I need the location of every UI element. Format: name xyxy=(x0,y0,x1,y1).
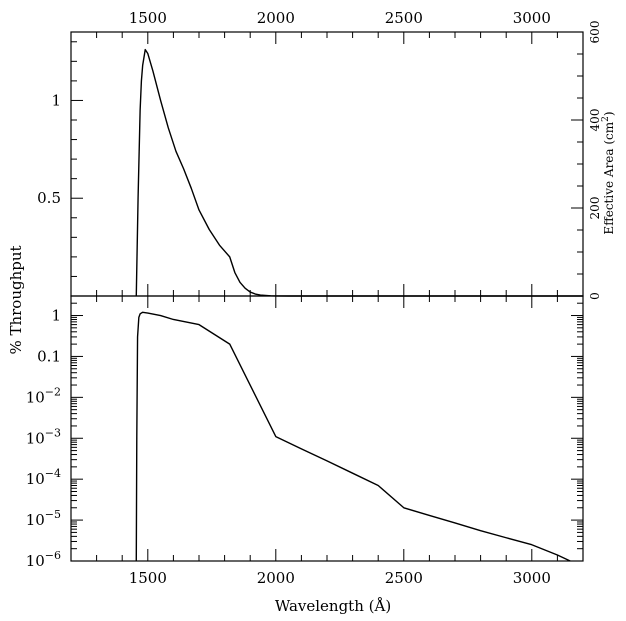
top-panel: 1500 2000 2500 3000 0.5 1 0 200 400 600 xyxy=(37,9,602,300)
top-plot-frame xyxy=(70,31,584,297)
x-tick-label-bottom: 1500 xyxy=(129,569,167,587)
y2-tick-label: 600 xyxy=(588,21,602,44)
y2-tick-label: 200 xyxy=(588,197,602,220)
x-tick-label-top: 1500 xyxy=(129,9,167,27)
throughput-curve-linear xyxy=(135,48,583,297)
bottom-panel: 1500 2000 2500 3000 10−6 10−5 10−4 10−3 10−2 0.1 1 xyxy=(26,295,584,587)
throughput-curve-log xyxy=(135,311,571,562)
y-tick-label: 0.1 xyxy=(37,347,61,365)
y-tick-label: 1 xyxy=(51,91,61,109)
y-tick-label: 10−2 xyxy=(26,385,61,406)
y-tick-label: 1 xyxy=(51,307,61,325)
x-tick-label-bottom: 3000 xyxy=(513,569,551,587)
x-tick-label-top: 3000 xyxy=(513,9,551,27)
bottom-plot-frame xyxy=(70,295,584,562)
x-tick-label-bottom: 2500 xyxy=(385,569,423,587)
y-tick-label: 0.5 xyxy=(37,189,61,207)
y-tick-label: 10−5 xyxy=(26,508,61,529)
x-tick-label-top: 2500 xyxy=(385,9,423,27)
x-axis-title: Wavelength (Å) xyxy=(275,597,391,615)
y-axis-title: % Throughput xyxy=(7,245,25,354)
y2-axis-title: Effective Area (cm2) xyxy=(601,111,616,234)
y2-tick-label: 400 xyxy=(588,109,602,132)
y-tick-label: 10−6 xyxy=(26,549,61,570)
x-tick-label-bottom: 2000 xyxy=(257,569,295,587)
x-tick-label-top: 2000 xyxy=(257,9,295,27)
y2-tick-label: 0 xyxy=(588,292,602,300)
y-tick-label: 10−3 xyxy=(26,426,61,447)
y-tick-label: 10−4 xyxy=(26,467,61,488)
